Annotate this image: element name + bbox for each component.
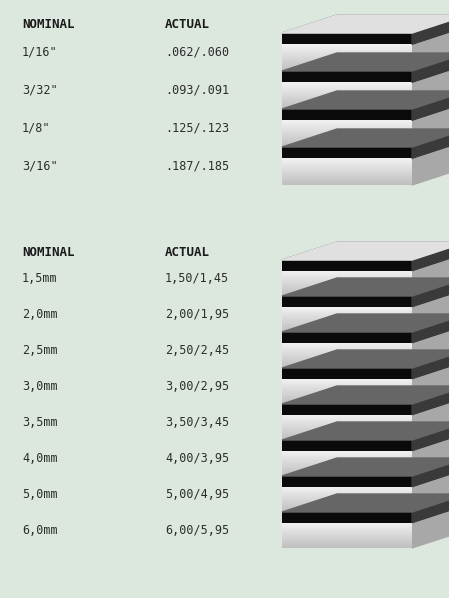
- Polygon shape: [282, 26, 449, 44]
- Text: 3,0mm: 3,0mm: [22, 380, 57, 392]
- Polygon shape: [412, 458, 449, 487]
- Text: .093/.091: .093/.091: [165, 84, 229, 96]
- Polygon shape: [412, 129, 449, 158]
- Text: .125/.123: .125/.123: [165, 121, 229, 135]
- Polygon shape: [282, 278, 449, 296]
- Polygon shape: [282, 129, 449, 147]
- Polygon shape: [412, 325, 449, 368]
- Bar: [282, 332, 412, 343]
- Polygon shape: [282, 325, 449, 343]
- Polygon shape: [412, 253, 449, 296]
- Polygon shape: [412, 494, 449, 523]
- Polygon shape: [412, 91, 449, 120]
- Polygon shape: [282, 242, 449, 260]
- Polygon shape: [282, 102, 449, 120]
- Bar: [282, 109, 412, 120]
- Polygon shape: [282, 65, 449, 83]
- Bar: [282, 440, 412, 451]
- Polygon shape: [282, 469, 449, 487]
- Text: 2,50/2,45: 2,50/2,45: [165, 343, 229, 356]
- Polygon shape: [412, 53, 449, 83]
- Text: 3,00/2,95: 3,00/2,95: [165, 380, 229, 392]
- Polygon shape: [412, 361, 449, 404]
- Polygon shape: [412, 141, 449, 185]
- Bar: [282, 404, 412, 415]
- Polygon shape: [282, 141, 449, 158]
- Polygon shape: [412, 433, 449, 476]
- Text: 2,0mm: 2,0mm: [22, 307, 57, 321]
- Polygon shape: [412, 65, 449, 109]
- Polygon shape: [282, 53, 449, 71]
- Polygon shape: [282, 397, 449, 415]
- Polygon shape: [282, 253, 449, 271]
- Polygon shape: [412, 469, 449, 512]
- Text: 3/16": 3/16": [22, 160, 57, 172]
- Text: 1,5mm: 1,5mm: [22, 271, 57, 285]
- Polygon shape: [412, 242, 449, 271]
- Polygon shape: [412, 386, 449, 415]
- Text: 3/32": 3/32": [22, 84, 57, 96]
- Polygon shape: [412, 15, 449, 44]
- Bar: [282, 296, 412, 307]
- Polygon shape: [412, 289, 449, 332]
- Bar: [282, 33, 412, 44]
- Text: 6,0mm: 6,0mm: [22, 523, 57, 536]
- Bar: [282, 368, 412, 379]
- Text: NOMINAL: NOMINAL: [22, 246, 75, 259]
- Polygon shape: [412, 422, 449, 451]
- Polygon shape: [282, 433, 449, 451]
- Polygon shape: [412, 314, 449, 343]
- Text: 6,00/5,95: 6,00/5,95: [165, 523, 229, 536]
- Polygon shape: [282, 91, 449, 109]
- Bar: [282, 260, 412, 271]
- Polygon shape: [412, 26, 449, 71]
- Polygon shape: [412, 397, 449, 440]
- Polygon shape: [412, 278, 449, 307]
- Text: NOMINAL: NOMINAL: [22, 18, 75, 31]
- Polygon shape: [282, 458, 449, 476]
- Bar: [282, 512, 412, 523]
- Polygon shape: [412, 102, 449, 147]
- Text: 1/8": 1/8": [22, 121, 50, 135]
- Text: 3,5mm: 3,5mm: [22, 416, 57, 429]
- Polygon shape: [282, 361, 449, 379]
- Polygon shape: [282, 314, 449, 332]
- Polygon shape: [282, 350, 449, 368]
- Text: 3,50/3,45: 3,50/3,45: [165, 416, 229, 429]
- Polygon shape: [282, 289, 449, 307]
- Bar: [282, 147, 412, 158]
- Text: 2,00/1,95: 2,00/1,95: [165, 307, 229, 321]
- Polygon shape: [282, 422, 449, 440]
- Polygon shape: [412, 505, 449, 548]
- Bar: [282, 476, 412, 487]
- Polygon shape: [282, 505, 449, 523]
- Polygon shape: [282, 242, 449, 260]
- Text: 4,0mm: 4,0mm: [22, 451, 57, 465]
- Text: .187/.185: .187/.185: [165, 160, 229, 172]
- Polygon shape: [282, 386, 449, 404]
- Text: 1/16": 1/16": [22, 45, 57, 59]
- Text: 5,0mm: 5,0mm: [22, 487, 57, 501]
- Text: 2,5mm: 2,5mm: [22, 343, 57, 356]
- Text: 4,00/3,95: 4,00/3,95: [165, 451, 229, 465]
- Polygon shape: [282, 15, 449, 33]
- Bar: [282, 71, 412, 83]
- Polygon shape: [412, 350, 449, 379]
- Polygon shape: [282, 494, 449, 512]
- Text: ACTUAL: ACTUAL: [165, 18, 210, 31]
- Text: 5,00/4,95: 5,00/4,95: [165, 487, 229, 501]
- Polygon shape: [282, 15, 449, 33]
- Text: .062/.060: .062/.060: [165, 45, 229, 59]
- Text: ACTUAL: ACTUAL: [165, 246, 210, 259]
- Text: 1,50/1,45: 1,50/1,45: [165, 271, 229, 285]
